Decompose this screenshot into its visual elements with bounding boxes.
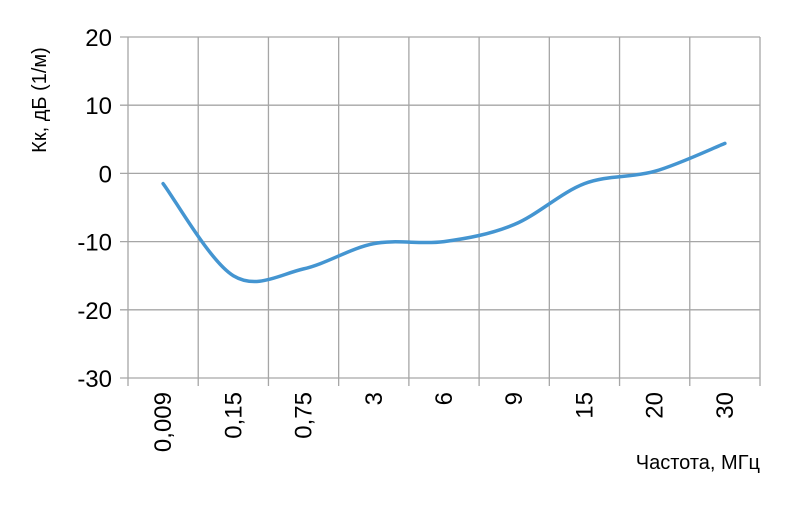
x-tick-label: 3	[361, 392, 388, 405]
grid	[120, 36, 761, 386]
y-tick-label: -30	[77, 366, 112, 393]
x-tick-label: 0,15	[220, 392, 247, 439]
x-tick-label: 0,75	[291, 392, 318, 439]
y-tick-labels: 20 10 0 -10 -20 -30	[77, 25, 112, 393]
y-tick-label: 10	[85, 93, 112, 120]
x-tick-label: 20	[642, 392, 669, 419]
y-axis-title: Кк, дБ (1/м)	[29, 47, 51, 153]
x-tick-labels: 0,009 0,15 0,75 3 6 9 15 20 30	[150, 392, 739, 452]
y-tick-label: 0	[99, 161, 112, 188]
series-line	[161, 141, 727, 284]
y-tick-label: -20	[77, 298, 112, 325]
y-tick-label: 20	[85, 25, 112, 52]
x-tick-label: 30	[712, 392, 739, 419]
x-tick-label: 0,009	[150, 392, 177, 452]
x-tick-label: 15	[571, 392, 598, 419]
y-tick-label: -10	[77, 230, 112, 257]
x-axis-title: Частота, МГц	[636, 452, 760, 474]
x-tick-label: 6	[431, 392, 458, 405]
x-tick-label: 9	[501, 392, 528, 405]
